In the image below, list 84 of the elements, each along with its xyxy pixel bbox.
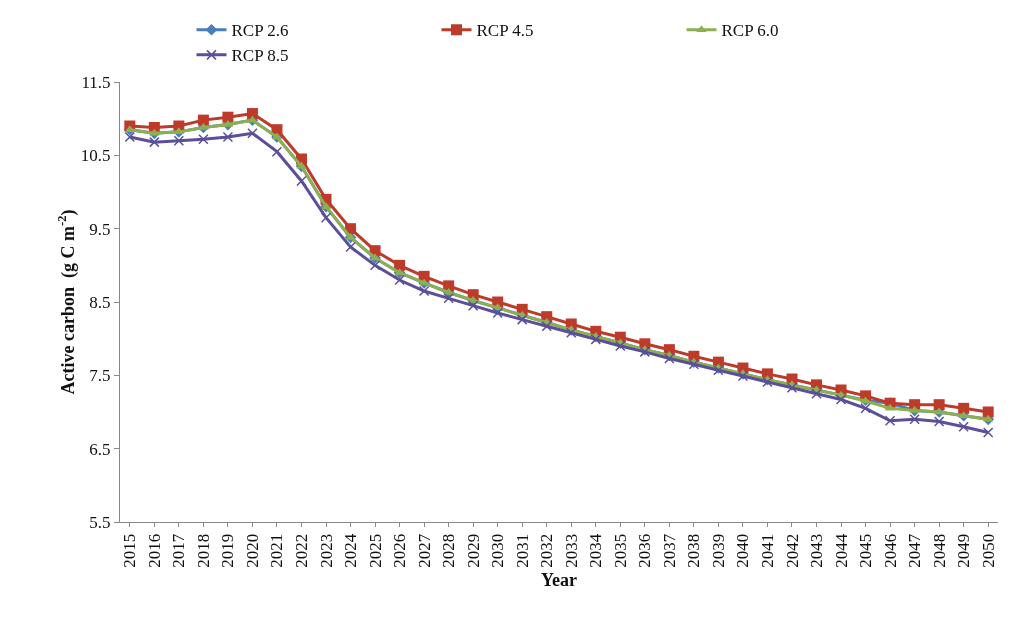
point bbox=[296, 175, 307, 187]
x-tick-label: 2020 bbox=[242, 533, 262, 568]
point bbox=[982, 427, 994, 438]
point bbox=[884, 415, 896, 427]
y-tick-label: 9.5 bbox=[89, 219, 111, 239]
point bbox=[516, 314, 528, 325]
x-tick-label: 2038 bbox=[684, 533, 704, 568]
x-tick-label: 2021 bbox=[267, 533, 287, 568]
point bbox=[246, 108, 258, 120]
point bbox=[369, 260, 381, 271]
point bbox=[173, 135, 185, 146]
x-tick-label: 2049 bbox=[954, 533, 974, 568]
point bbox=[860, 403, 871, 414]
x-tick-label: 2039 bbox=[708, 533, 728, 568]
x-tick-label: 2032 bbox=[537, 533, 557, 568]
point bbox=[222, 111, 234, 123]
x-tick-label: 2033 bbox=[561, 533, 581, 568]
point bbox=[909, 414, 920, 425]
y-tick-label: 10.5 bbox=[80, 146, 111, 166]
x-tick-label: 2035 bbox=[610, 533, 630, 568]
x-tick-label: 2044 bbox=[831, 533, 851, 568]
x-tick-label: 2030 bbox=[488, 533, 508, 568]
x-tick-label: 2028 bbox=[439, 533, 459, 568]
x-tick-label: 2041 bbox=[757, 533, 777, 568]
point bbox=[394, 274, 405, 286]
point bbox=[664, 353, 675, 364]
x-tick-label: 2026 bbox=[390, 533, 410, 568]
point bbox=[811, 388, 822, 399]
point bbox=[247, 128, 258, 139]
point bbox=[296, 161, 307, 169]
x-tick-label: 2046 bbox=[880, 533, 900, 568]
x-tick-label: 2023 bbox=[316, 533, 336, 568]
x-tick-label: 2022 bbox=[292, 533, 312, 568]
legend-label: RCP 6.0 bbox=[721, 21, 779, 41]
legend-label: RCP 8.5 bbox=[231, 46, 289, 66]
x-tick-label: 2050 bbox=[978, 533, 998, 568]
x-tick-label: 2031 bbox=[512, 533, 532, 568]
x-tick-label: 2043 bbox=[807, 533, 827, 568]
x-tick-label: 2040 bbox=[733, 533, 753, 568]
x-tick-label: 2048 bbox=[929, 533, 949, 568]
x-tick-label: 2042 bbox=[782, 533, 802, 568]
point bbox=[222, 131, 234, 143]
x-tick-label: 2024 bbox=[341, 533, 361, 568]
point bbox=[198, 133, 209, 145]
x-tick-label: 2037 bbox=[659, 533, 679, 568]
point bbox=[958, 402, 970, 414]
x-tick-label: 2047 bbox=[905, 533, 925, 568]
point bbox=[958, 421, 969, 432]
x-tick-label: 2029 bbox=[463, 533, 483, 568]
point bbox=[443, 293, 454, 304]
x-tick-label: 2018 bbox=[193, 533, 213, 568]
point bbox=[933, 416, 945, 427]
point bbox=[149, 128, 160, 136]
point bbox=[197, 114, 209, 126]
point bbox=[345, 241, 356, 253]
x-axis-title: Year bbox=[541, 570, 577, 590]
x-tick-label: 2017 bbox=[169, 533, 189, 568]
y-tick-label: 6.5 bbox=[89, 439, 111, 459]
x-tick-label: 2027 bbox=[414, 533, 434, 568]
x-tick-label: 2016 bbox=[144, 533, 164, 568]
point bbox=[590, 334, 602, 345]
point bbox=[933, 399, 945, 411]
x-tick-label: 2036 bbox=[635, 533, 655, 568]
x-tick-label: 2045 bbox=[856, 533, 876, 568]
x-tick-label: 2034 bbox=[586, 533, 606, 568]
y-tick-label: 5.5 bbox=[89, 512, 111, 532]
point bbox=[124, 131, 136, 143]
x-tick-label: 2015 bbox=[120, 533, 140, 568]
point bbox=[835, 394, 847, 405]
point bbox=[467, 300, 479, 311]
point bbox=[541, 320, 552, 332]
point bbox=[982, 406, 994, 418]
point bbox=[345, 232, 356, 240]
legend-label: RCP 2.6 bbox=[231, 21, 289, 41]
x-tick-label: 2025 bbox=[365, 533, 385, 568]
x-tick-label: 2019 bbox=[218, 533, 238, 568]
y-tick-label: 8.5 bbox=[89, 292, 111, 312]
y-tick-label: 11.5 bbox=[81, 72, 111, 92]
point bbox=[492, 307, 503, 319]
point bbox=[418, 285, 430, 297]
point bbox=[149, 136, 160, 148]
y-tick-label: 7.5 bbox=[89, 366, 111, 386]
point bbox=[198, 122, 209, 130]
legend-label: RCP 4.5 bbox=[476, 21, 534, 41]
